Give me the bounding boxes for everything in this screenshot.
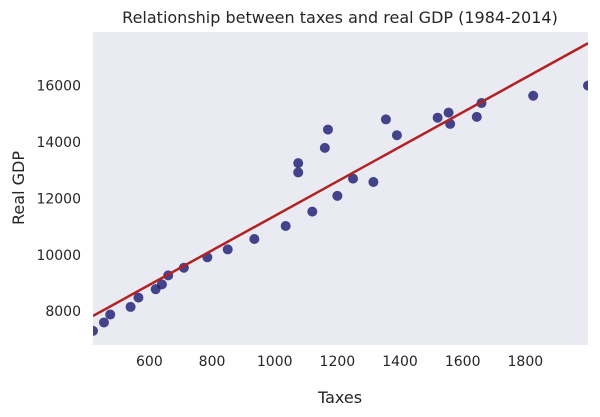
y-tick-label: 12000: [36, 191, 81, 207]
plot-background: [93, 32, 588, 345]
data-point: [332, 190, 343, 201]
data-point: [133, 292, 144, 303]
data-point: [222, 244, 233, 255]
regression-line-layer: [93, 42, 588, 318]
data-point: [125, 301, 136, 312]
data-point: [391, 130, 402, 141]
x-tick-label: 1400: [382, 354, 418, 370]
x-tick-label: 1000: [257, 354, 293, 370]
regression-line: [93, 42, 588, 318]
y-tick-label: 14000: [36, 135, 81, 151]
data-point: [432, 112, 443, 123]
data-point: [443, 107, 454, 118]
data-point: [280, 221, 291, 232]
x-tick-label: 800: [199, 354, 226, 370]
x-tick-label: 1200: [320, 354, 356, 370]
data-point: [319, 142, 330, 153]
data-point: [368, 177, 379, 188]
y-tick-label: 10000: [36, 248, 81, 264]
data-point: [471, 111, 482, 122]
data-point: [380, 114, 391, 125]
x-tick-label: 1800: [508, 354, 544, 370]
data-point: [156, 279, 167, 290]
chart-title: Relationship between taxes and real GDP …: [122, 8, 558, 27]
x-axis-label: Taxes: [317, 388, 362, 407]
data-point: [348, 173, 359, 184]
data-point: [322, 124, 333, 135]
y-tick-label: 8000: [45, 304, 81, 320]
y-axis-label: Real GDP: [9, 151, 28, 225]
axis-ticks: 600 800 1000 1200 1400 1600 1800 8000 10000 12000…: [36, 79, 543, 370]
data-point: [293, 167, 304, 178]
x-tick-label: 600: [136, 354, 163, 370]
data-point: [93, 325, 98, 336]
data-point: [105, 309, 116, 320]
data-point: [307, 206, 318, 217]
data-point: [528, 90, 539, 101]
x-tick-label: 1600: [445, 354, 481, 370]
data-point: [293, 158, 304, 169]
data-point: [249, 233, 260, 244]
data-point: [98, 317, 109, 328]
y-tick-label: 16000: [36, 79, 81, 95]
data-point: [583, 80, 588, 91]
